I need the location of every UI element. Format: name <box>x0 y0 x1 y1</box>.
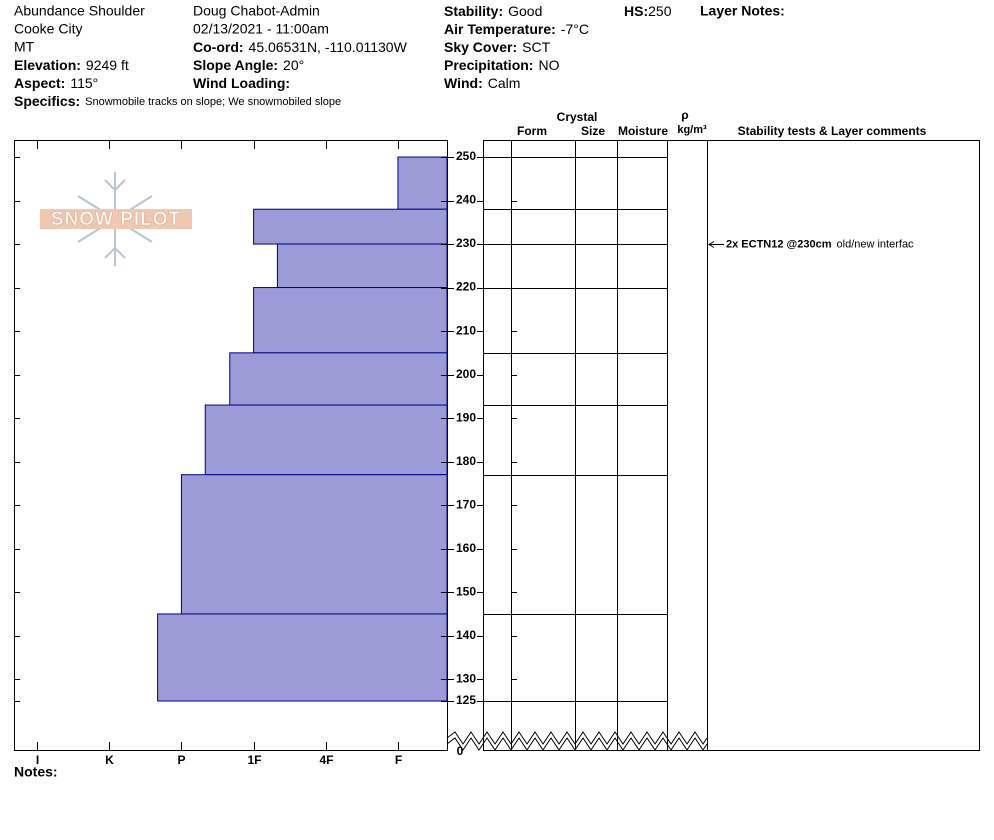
field-label: Stability: <box>444 3 503 19</box>
hardness-bar <box>253 287 448 354</box>
field: Precipitation: NO <box>444 57 560 73</box>
x-tick-label: I <box>36 753 39 767</box>
y-tick-label: 210 <box>456 323 476 337</box>
y-tick-label: 130 <box>456 671 476 685</box>
location: Abundance Shoulder <box>14 3 145 19</box>
field-label: Sky Cover: <box>444 39 517 55</box>
y-tick-label: 190 <box>456 410 476 424</box>
logo-flake <box>104 246 126 259</box>
col-header: Stability tests & Layer comments <box>738 124 927 138</box>
field-value: SCT <box>522 39 550 55</box>
field-label: Wind Loading: <box>193 75 290 91</box>
y-tick-label: 170 <box>456 497 476 511</box>
hs-value: 250 <box>648 3 672 19</box>
axis-break <box>446 731 708 751</box>
col-header: Form <box>517 124 547 138</box>
field: Elevation: 9249 ft <box>14 57 129 73</box>
y-tick-label: 125 <box>456 693 476 707</box>
y-tick-label: 180 <box>456 454 476 468</box>
field-label: Elevation: <box>14 57 81 73</box>
field-label: Precipitation: <box>444 57 533 73</box>
logo-text: SNOW PILOT <box>51 209 181 230</box>
hardness-bar <box>180 474 448 615</box>
field-value: 115° <box>70 75 98 91</box>
x-tick-label: 4F <box>319 753 333 767</box>
field: Air Temperature: -7°C <box>444 21 589 37</box>
field-label: Slope Angle: <box>193 57 278 73</box>
field-value: 45.06531N, -110.01130W <box>249 39 408 55</box>
col-header: kg/m³ <box>677 124 707 136</box>
y-tick-label: 150 <box>456 584 476 598</box>
x-tick-label: 1F <box>247 753 261 767</box>
field: Sky Cover: SCT <box>444 39 551 55</box>
field-value: 20° <box>283 57 304 73</box>
y-tick-label: 230 <box>456 236 476 250</box>
y-tick-label: 140 <box>456 628 476 642</box>
logo-band <box>40 209 192 229</box>
test-result: 2x ECTN12 @230cm <box>726 238 832 250</box>
test-comment: old/new interfac <box>837 238 915 250</box>
field-value: -7°C <box>561 21 589 37</box>
col-header: ρ <box>681 108 688 122</box>
field: Stability: Good <box>444 3 542 19</box>
x-tick-label: P <box>177 753 185 767</box>
y-tick-label: 200 <box>456 367 476 381</box>
layer-table <box>483 140 708 751</box>
hs: HS:250 <box>624 3 672 19</box>
location: Cooke City <box>14 21 82 37</box>
field-label: Aspect: <box>14 75 65 91</box>
hardness-bar <box>397 156 448 210</box>
y-tick-label: 220 <box>456 280 476 294</box>
col-header: Moisture <box>618 124 668 138</box>
hs-label: HS: <box>624 3 648 19</box>
hardness-bar <box>253 208 448 245</box>
break-line <box>446 737 708 751</box>
observer: Doug Chabot-Admin <box>193 3 320 19</box>
col-header: Crystal <box>557 110 598 124</box>
field: Wind: Calm <box>444 75 520 91</box>
notes: Notes: <box>14 764 58 780</box>
test-text: 2x ECTN12 @230cm old/new interfac <box>726 238 914 250</box>
y-base-label: 0 <box>457 744 464 758</box>
field-label: Air Temperature: <box>444 21 556 37</box>
logo-flake <box>104 179 126 192</box>
y-tick-label: 240 <box>456 193 476 207</box>
break-line <box>446 731 708 745</box>
field: Co-ord: 45.06531N, -110.01130W <box>193 39 408 55</box>
field-value: 9249 ft <box>86 57 129 73</box>
hardness-bar <box>229 352 448 406</box>
layer-notes: Layer Notes: <box>700 3 785 19</box>
field: Slope Angle: 20° <box>193 57 304 73</box>
field-value: Good <box>508 3 542 19</box>
hardness-bar <box>204 404 448 476</box>
y-tick-label: 160 <box>456 541 476 555</box>
hardness-bar <box>157 613 448 702</box>
header: Abundance Shoulder Cooke City MT Doug Ch… <box>14 3 785 780</box>
x-tick-label: F <box>395 753 402 767</box>
field-value: NO <box>538 57 559 73</box>
y-tick-label: 250 <box>456 149 476 163</box>
test-arrowhead <box>708 241 715 248</box>
break-gap <box>448 728 483 746</box>
x-tick-label: K <box>105 753 114 767</box>
location: MT <box>14 39 35 55</box>
field-label: Wind: <box>444 75 483 91</box>
field-label: Co-ord: <box>193 39 244 55</box>
specifics-label: Specifics: <box>14 93 80 109</box>
field: Aspect: 115° <box>14 75 98 91</box>
comments-frame <box>707 140 980 751</box>
field-value: Calm <box>488 75 521 91</box>
datetime: 02/13/2021 - 11:00am <box>193 21 329 37</box>
specifics-value: Snowmobile tracks on slope; We snowmobil… <box>85 96 341 108</box>
hardness-bar <box>276 243 448 289</box>
column-headers: Crystal Form Size Moisture ρ kg/m³ Stabi… <box>517 108 927 138</box>
specifics: Specifics: Snowmobile tracks on slope; We… <box>14 93 341 109</box>
col-header: Size <box>581 124 605 138</box>
field: Wind Loading: <box>193 75 290 91</box>
